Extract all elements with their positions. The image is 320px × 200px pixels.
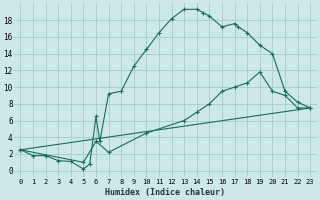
- X-axis label: Humidex (Indice chaleur): Humidex (Indice chaleur): [105, 188, 225, 197]
